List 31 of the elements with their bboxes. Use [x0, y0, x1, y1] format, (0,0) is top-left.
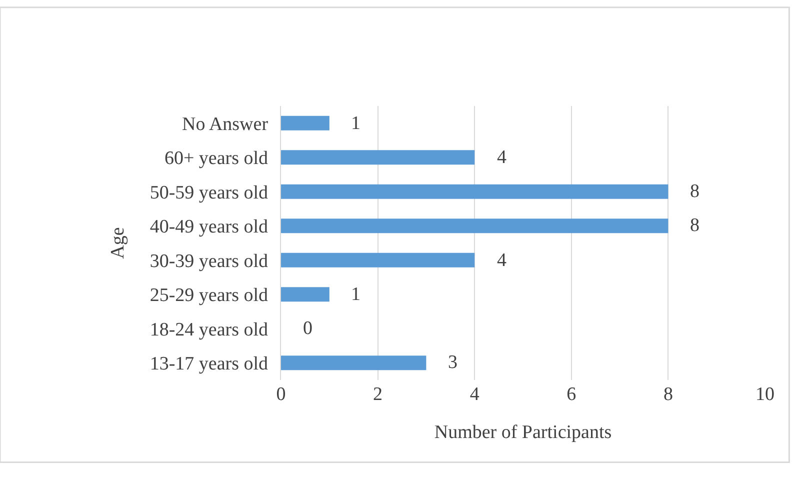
y-tick-label: 18-24 years old: [150, 319, 269, 340]
data-label: 4: [497, 147, 507, 168]
y-axis-title: Age: [108, 227, 129, 259]
bar: [281, 150, 475, 165]
y-tick-label: 13-17 years old: [150, 354, 269, 375]
bar: [281, 252, 475, 268]
data-label: 1: [351, 113, 360, 134]
x-axis-title: Number of Participants: [434, 422, 612, 443]
y-tick-label: 60+ years old: [164, 148, 269, 170]
x-tick-label: 2: [373, 384, 383, 405]
y-tick-label: 50-59 years old: [150, 182, 269, 204]
y-tick-label: No Answer: [182, 114, 269, 135]
bar: [281, 356, 426, 370]
data-label: 0: [303, 318, 312, 339]
data-label: 8: [690, 215, 700, 236]
y-tick-label: 25-29 years old: [150, 285, 269, 306]
x-tick-label: 6: [566, 384, 576, 405]
bar: [281, 287, 330, 302]
bar: [281, 218, 668, 234]
data-label: 3: [448, 352, 458, 373]
x-tick-label: 0: [276, 384, 286, 405]
y-tick-label: 40-49 years old: [150, 216, 269, 238]
bar: [281, 184, 668, 199]
bar: [281, 116, 330, 130]
data-label: 4: [497, 250, 507, 271]
y-tick-label: 30-39 years old: [150, 250, 269, 272]
x-tick-label: 4: [470, 384, 480, 405]
x-tick-label: 10: [756, 384, 774, 405]
data-label: 1: [351, 284, 360, 305]
data-label: 8: [690, 181, 700, 202]
x-tick-label: 8: [663, 384, 673, 405]
